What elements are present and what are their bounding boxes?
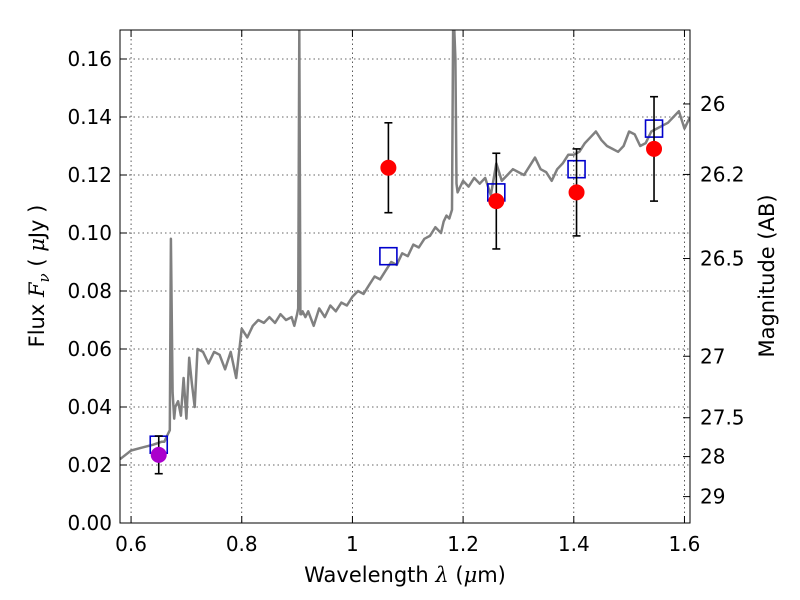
y-tick-label: 0.04 <box>67 395 112 419</box>
marker-layer <box>149 95 664 475</box>
observed-flux-point <box>488 193 505 210</box>
model-spectrum-line <box>120 30 690 461</box>
plot-frame <box>119 29 691 524</box>
right-magnitude-tick-label: 27 <box>700 344 725 368</box>
y-tick-label: 0.08 <box>67 279 112 303</box>
model-photometry-square <box>379 246 398 266</box>
y-tick-label: 0.16 <box>67 47 112 71</box>
y-tick-label: 0.00 <box>67 511 112 535</box>
x-tick-label: 1.4 <box>558 532 590 556</box>
observed-flux-point <box>568 184 585 201</box>
right-magnitude-tick-label: 26 <box>700 92 725 116</box>
x-tick-label: 0.6 <box>115 532 147 556</box>
right-magnitude-tick-label: 26.2 <box>700 162 745 186</box>
x-axis-label: Wavelength λ (μm) <box>304 563 506 587</box>
right-magnitude-tick-label: 29 <box>700 485 725 509</box>
tick-labels: 0.6 0.8 1 1.2 1.4 1.6 0.00 0.02 0.04 0.06 0.08 0.10… <box>67 47 744 556</box>
x-tick-label: 1.2 <box>447 532 479 556</box>
y-tick-label: 0.10 <box>67 221 112 245</box>
plot-background <box>120 30 690 523</box>
x-tick-label: 0.8 <box>226 532 258 556</box>
data-layer <box>120 30 690 461</box>
y-tick-label: 0.02 <box>67 453 112 477</box>
ticks <box>120 30 690 524</box>
y-tick-label: 0.12 <box>67 163 112 187</box>
x-tick-label: 1 <box>346 532 359 556</box>
observed-flux-point <box>150 446 167 463</box>
observed-flux-point <box>646 140 663 157</box>
observed-flux-point <box>380 159 397 176</box>
y-tick-label: 0.14 <box>67 105 112 129</box>
right-magnitude-tick-label: 26.5 <box>700 247 745 271</box>
y-tick-label: 0.06 <box>67 337 112 361</box>
x-tick-label: 1.6 <box>669 532 701 556</box>
y-axis-label: Flux Fν ( μJy ) <box>25 205 53 348</box>
right-magnitude-tick-label: 27.5 <box>700 406 745 430</box>
right-magnitude-tick-label: 28 <box>700 445 725 469</box>
right-axis-label: Magnitude (AB) <box>755 194 779 357</box>
